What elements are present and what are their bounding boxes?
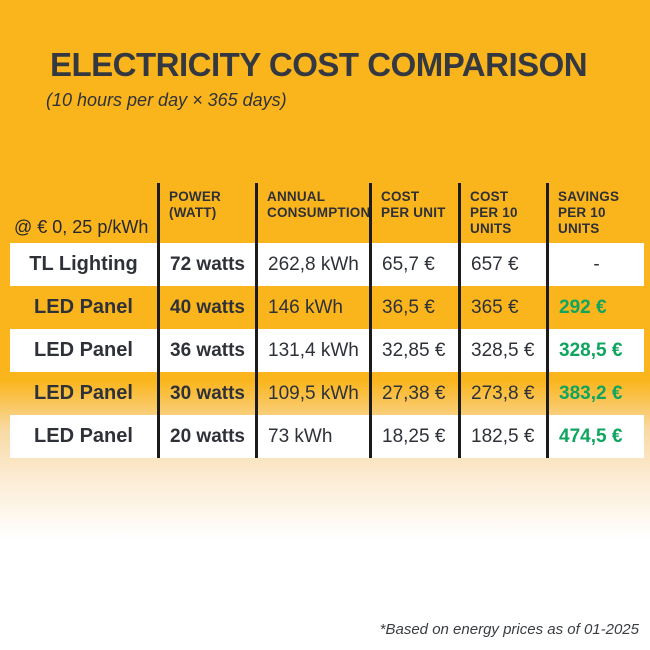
page-title: ELECTRICITY COST COMPARISON <box>50 46 588 83</box>
cell-cost-per-unit: 65,7 € <box>369 243 458 286</box>
cell-cost-per-unit: 32,85 € <box>369 329 458 372</box>
cell-annual-consumption: 146 kWh <box>255 286 369 329</box>
cell-cost-per-unit: 36,5 € <box>369 286 458 329</box>
cell-cost-per-10-units: 182,5 € <box>458 415 546 458</box>
cell-annual-consumption: 262,8 kWh <box>255 243 369 286</box>
cell-power: 20 watts <box>157 415 255 458</box>
cell-annual-consumption: 131,4 kWh <box>255 329 369 372</box>
cell-cost-per-10-units: 657 € <box>458 243 546 286</box>
cell-product: LED Panel <box>10 415 157 458</box>
cell-savings-per-10-units: - <box>546 243 644 286</box>
column-header-power: POWER (WATT) <box>157 183 255 243</box>
cell-power: 72 watts <box>157 243 255 286</box>
cell-cost-per-10-units: 273,8 € <box>458 372 546 415</box>
cell-product: TL Lighting <box>10 243 157 286</box>
cell-power: 30 watts <box>157 372 255 415</box>
cell-power: 40 watts <box>157 286 255 329</box>
cell-savings-per-10-units: 328,5 € <box>546 329 644 372</box>
cell-product: LED Panel <box>34 296 133 318</box>
cell-annual-consumption: 73 kWh <box>255 415 369 458</box>
cell-product: LED Panel <box>34 382 133 404</box>
cell-power: 36 watts <box>157 329 255 372</box>
column-header-cost-per-unit: COST PER UNIT <box>369 183 458 243</box>
column-header-annual-consumption: ANNUAL CONSUMPTION <box>255 183 370 243</box>
column-header-savings-per-10-units: SAVINGS PER 10 UNITS <box>546 183 644 243</box>
comparison-table: @ € 0, 25 p/kWh POWER (WATT) ANNUAL CONSU… <box>10 183 644 458</box>
column-header-cost-per-10-units: COST PER 10 UNITS <box>458 183 546 243</box>
rate-note: @ € 0, 25 p/kWh <box>14 217 149 237</box>
cell-savings-per-10-units: 292 € <box>546 286 644 329</box>
cell-cost-per-10-units: 365 € <box>458 286 546 329</box>
cell-annual-consumption: 109,5 kWh <box>255 372 369 415</box>
page-subtitle: (10 hours per day × 365 days) <box>46 90 287 110</box>
cell-product: LED Panel <box>10 329 157 372</box>
footnote: *Based on energy prices as of 01-2025 <box>379 621 639 638</box>
cell-savings-per-10-units: 383,2 € <box>546 372 644 415</box>
cell-savings-per-10-units: 474,5 € <box>546 415 644 458</box>
cell-cost-per-10-units: 328,5 € <box>458 329 546 372</box>
cell-cost-per-unit: 27,38 € <box>369 372 458 415</box>
cell-cost-per-unit: 18,25 € <box>369 415 458 458</box>
